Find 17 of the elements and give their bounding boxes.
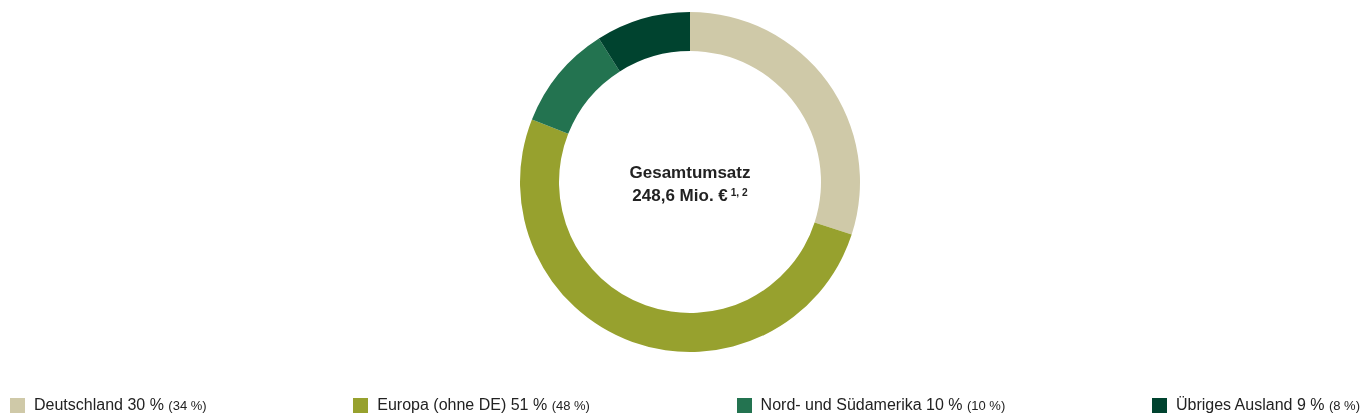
legend-label: Nord- und Südamerika — [760, 396, 922, 413]
data-label: 9 % — [1296, 396, 1325, 413]
legend-label: Europa (ohne DE) — [377, 396, 507, 413]
text: (8 %) — [1328, 398, 1360, 413]
text: (34 %) — [168, 398, 207, 413]
data-label: 10 % — [926, 396, 963, 413]
text: Gesamtumsatz — [629, 163, 751, 182]
text: 248,6 Mio. €$^{1, 2}$ — [632, 186, 748, 205]
text: (48 %) — [551, 398, 590, 413]
text: (10 %) — [966, 398, 1006, 413]
data-label: 51 % — [510, 396, 548, 413]
legend-label: Übriges Ausland — [1175, 396, 1293, 413]
donut-slice — [520, 119, 852, 352]
donut-slice — [531, 38, 620, 134]
legend-label: Deutschland — [34, 396, 123, 413]
data-label: 30 % — [127, 396, 164, 413]
donut-slice — [598, 12, 690, 72]
